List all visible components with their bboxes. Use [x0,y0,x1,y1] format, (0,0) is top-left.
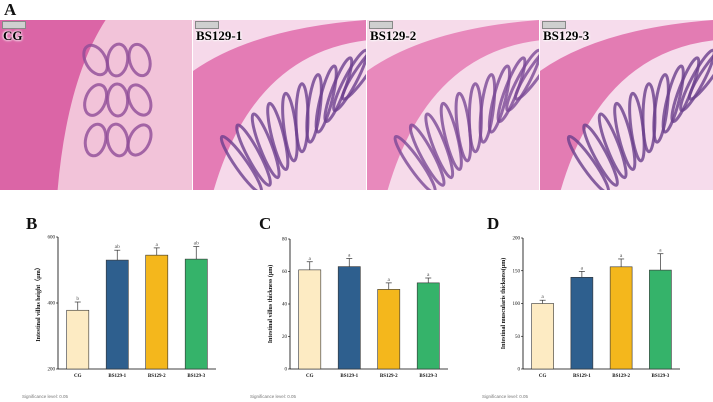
y-tick-label: 150 [513,269,521,274]
y-tick-label: 100 [513,302,521,307]
significance-note-c: Significance level: 0.05 [250,394,297,399]
histology-label: BS129-2 [370,28,417,43]
bar-bs129-2 [609,266,633,370]
significance-letter: a [541,294,544,300]
y-tick-label: 0 [285,368,288,373]
significance-note-d: Significance level: 0.05 [482,394,529,399]
panel-d-letter: D [487,214,500,233]
histology-image-4: BS129-3 [540,20,713,190]
scale-bar [195,21,219,29]
scale-bar [369,21,393,29]
significance-letter: b [76,296,79,302]
category-label: CG [306,374,314,379]
y-tick-label: 50 [515,335,521,340]
histology-image-1: CG [0,20,192,190]
y-tick-label: 80 [282,238,288,243]
y-tick-label: 40 [282,303,288,308]
panel-b-letter: B [26,214,38,233]
significance-letter: a [659,248,662,254]
histology-label: CG [3,28,23,43]
category-label: BS129-2 [148,374,166,379]
y-tick-label: 400 [48,302,56,307]
significance-letter: a [581,265,584,271]
histology-image-2: BS129-1 [193,20,366,190]
category-label: BS129-1 [108,374,126,379]
histology-label: BS129-1 [196,28,243,43]
scale-bar [542,21,566,29]
y-tick-label: 20 [282,335,288,340]
significance-letter: ab [115,244,120,250]
category-label: CG [74,374,82,379]
panel-c-letter: C [259,214,272,233]
bar-bs129-3 [649,269,672,370]
y-tick-label: 200 [513,237,521,242]
bar-cg [531,303,554,370]
histology-label: BS129-3 [543,28,590,43]
category-label: BS129-3 [187,374,205,379]
significance-note-b: Significance level: 0.05 [22,394,69,399]
y-axis-label: Intestinal muscularis thickness(μm) [500,258,507,349]
scale-bar [2,21,26,29]
significance-letter: a [348,253,351,259]
category-label: BS129-2 [380,374,398,379]
significance-letter: a [309,256,312,262]
y-tick-label: 200 [48,368,56,373]
category-label: BS129-3 [419,374,437,379]
panel-a-letter: A [4,0,17,19]
y-tick-label: 600 [48,236,56,241]
y-axis-label: Intestinal villus height（μm） [34,264,42,341]
significance-letter: a [620,253,623,259]
significance-letter: a [388,277,391,283]
category-label: BS129-1 [340,374,358,379]
category-label: CG [539,374,547,379]
significance-letter: ab [194,241,199,247]
category-label: BS129-1 [573,374,591,379]
bar-bs129-1 [570,276,594,370]
category-label: BS129-2 [612,374,630,379]
y-axis-label: Intestinal villus thickness (μm) [267,265,274,344]
y-tick-label: 60 [282,270,288,275]
significance-letter: a [427,272,430,278]
y-tick-label: 0 [518,368,521,373]
category-label: BS129-3 [651,374,669,379]
histology-image-3: BS129-2 [367,20,539,190]
significance-letter: a [156,242,159,248]
